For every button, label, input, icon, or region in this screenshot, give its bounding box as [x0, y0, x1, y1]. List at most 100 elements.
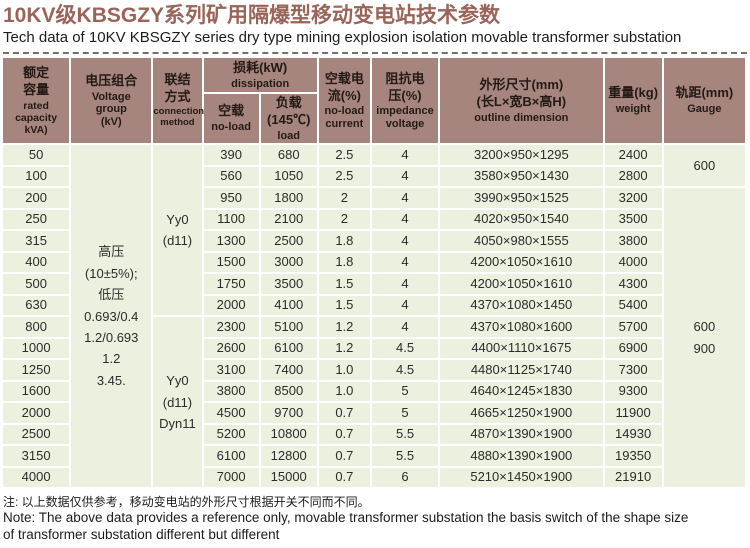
cell-impedance-voltage: 4 [371, 274, 439, 294]
cell-no-load-loss: 950 [203, 188, 259, 208]
cell-outline-dimension: 4480×1125×1740 [440, 360, 603, 380]
table-row: 250 1100 2100 2 4 4020×950×1540 3500 [3, 209, 745, 230]
cell-weight: 7300 [604, 360, 662, 380]
table-row: 3150 6100 12800 0.7 5.5 4880×1390×1900 19350 [3, 446, 745, 466]
cell-no-load-current: 2.5 [318, 166, 370, 187]
cell-weight: 3500 [604, 209, 662, 230]
cell-load-loss: 4100 [260, 295, 317, 316]
header-sub-no-load-en: no-load [211, 121, 251, 134]
table-row: 1250 3100 7400 1.0 4.5 4480×1125×1740 7300 [3, 360, 745, 380]
cell-outline-dimension: 4200×1050×1610 [440, 252, 603, 273]
cell-connection: Yy0 (d11) [153, 145, 202, 316]
cell-load-loss: 2500 [260, 231, 317, 251]
table-row: 2000 4500 9700 0.7 5 4665×1250×1900 11900 [3, 403, 745, 423]
note-block: 注: 以上数据仅供参考，移动变电站的外形尺寸根据开关不同而不同。 Note: T… [3, 495, 747, 542]
cell-no-load-loss: 7000 [203, 467, 259, 488]
table-row: 315 1300 2500 1.8 4 4050×980×1555 3800 [3, 231, 745, 251]
cell-weight: 3200 [604, 188, 662, 208]
cell-outline-dimension: 4200×1050×1610 [440, 274, 603, 294]
cell-capacity: 4000 [3, 467, 70, 488]
header-dimension: 外形尺寸(mm) (长L×宽B×高H) outline dimension [440, 57, 603, 144]
header-voltage-group-zh: 电压组合 [85, 72, 138, 88]
header-capacity: 额定 容量 rated capacity kVA) [3, 57, 70, 144]
cell-no-load-current: 1.0 [318, 381, 370, 402]
cell-impedance-voltage: 4 [371, 145, 439, 165]
header-connection-zh: 联结 方式 [164, 72, 191, 105]
header-dissipation-en: dissipation [231, 77, 290, 90]
cell-weight: 6900 [604, 338, 662, 359]
cell-impedance-voltage: 5.5 [371, 424, 439, 445]
cell-capacity: 200 [3, 188, 70, 208]
header-sub-no-load: 空载 no-load [203, 93, 259, 144]
cell-no-load-current: 1.2 [318, 338, 370, 359]
cell-no-load-loss: 2000 [203, 295, 259, 316]
table-row: 400 1500 3000 1.8 4 4200×1050×1610 4000 [3, 252, 745, 273]
cell-load-loss: 680 [260, 145, 317, 165]
cell-impedance-voltage: 4 [371, 188, 439, 208]
cell-voltage-group: 高压 (10±5%); 低压 0.693/0.4 1.2/0.693 1.2 3… [71, 145, 152, 488]
cell-no-load-current: 0.7 [318, 424, 370, 445]
cell-load-loss: 3500 [260, 274, 317, 294]
cell-outline-dimension: 4870×1390×1900 [440, 424, 603, 445]
table-row: 100 560 1050 2.5 4 3580×950×1430 2800 [3, 166, 745, 187]
cell-impedance-voltage: 5 [371, 403, 439, 423]
cell-weight: 21910 [604, 467, 662, 488]
cell-impedance-voltage: 5.5 [371, 446, 439, 466]
cell-weight: 2800 [604, 166, 662, 187]
cell-connection: Yy0 (d11) Dyn11 [153, 317, 202, 488]
cell-outline-dimension: 4020×950×1540 [440, 209, 603, 230]
table-row: 800 Yy0 (d11) Dyn11 2300 5100 1.2 4 4370×1080×… [3, 317, 745, 488]
table-body: 50 高压 (10±5%); 低压 0.693/0.4 1.2/0.693 1.2… [3, 145, 745, 488]
cell-capacity: 400 [3, 252, 70, 273]
cell-gauge: 600 [663, 145, 745, 187]
cell-load-loss: 15000 [260, 467, 317, 488]
cell-no-load-loss: 1300 [203, 231, 259, 251]
cell-no-load-loss: 4500 [203, 403, 259, 423]
page-title-zh: 10KV级KBSGZY系列矿用隔爆型移动变电站技术参数 [3, 4, 501, 27]
header-sub-load-zh: 负载(145℃) [267, 94, 311, 127]
cell-no-load-current: 2.5 [318, 145, 370, 165]
cell-weight: 3800 [604, 231, 662, 251]
cell-no-load-loss: 3100 [203, 360, 259, 380]
table-row: 2500 5200 10800 0.7 5.5 4870×1390×1900 14930 [3, 424, 745, 445]
cell-no-load-current: 1.5 [318, 295, 370, 316]
cell-no-load-loss: 560 [203, 166, 259, 187]
cell-capacity: 100 [3, 166, 70, 187]
cell-no-load-current: 1.0 [318, 360, 370, 380]
cell-capacity: 3150 [3, 446, 70, 466]
cell-weight: 4300 [604, 274, 662, 294]
cell-no-load-loss: 6100 [203, 446, 259, 466]
cell-impedance-voltage: 5 [371, 381, 439, 402]
header-no-load-current: 空载电 流(%) no-load current [318, 57, 370, 144]
header-sub-load: 负载(145℃) load [260, 93, 317, 144]
cell-outline-dimension: 4050×980×1555 [440, 231, 603, 251]
cell-outline-dimension: 3200×950×1295 [440, 145, 603, 165]
cell-no-load-loss: 1100 [203, 209, 259, 230]
header-dissipation: 损耗(kW) dissipation [203, 57, 317, 92]
header-impedance-zh: 阻抗电 压(%) [385, 70, 425, 103]
cell-outline-dimension: 4880×1390×1900 [440, 446, 603, 466]
cell-no-load-loss: 5200 [203, 424, 259, 445]
table-header: 额定 容量 rated capacity kVA) 电压组合 Voltage g… [3, 57, 745, 144]
cell-load-loss: 9700 [260, 403, 317, 423]
cell-outline-dimension: 5210×1450×1900 [440, 467, 603, 488]
cell-no-load-current: 0.7 [318, 446, 370, 466]
cell-impedance-voltage: 4 [371, 166, 439, 187]
note-en-line1: Note: The above data provides a referenc… [3, 510, 689, 526]
header-row-sub: 空载 no-load 负载(145℃) load [3, 93, 745, 144]
cell-no-load-loss: 2600 [203, 338, 259, 359]
cell-weight: 4000 [604, 252, 662, 273]
cell-weight: 19350 [604, 446, 662, 466]
note-en-line2: of transformer substation different but … [3, 526, 280, 542]
cell-no-load-current: 1.2 [318, 317, 370, 337]
cell-load-loss: 1800 [260, 188, 317, 208]
cell-capacity: 50 [3, 145, 70, 165]
cell-impedance-voltage: 4 [371, 252, 439, 273]
cell-no-load-current: 0.7 [318, 467, 370, 488]
header-weight: 重量(kg) weight [604, 57, 662, 144]
cell-load-loss: 5100 [260, 317, 317, 337]
cell-no-load-current: 2 [318, 209, 370, 230]
cell-impedance-voltage: 4 [371, 317, 439, 337]
cell-load-loss: 7400 [260, 360, 317, 380]
